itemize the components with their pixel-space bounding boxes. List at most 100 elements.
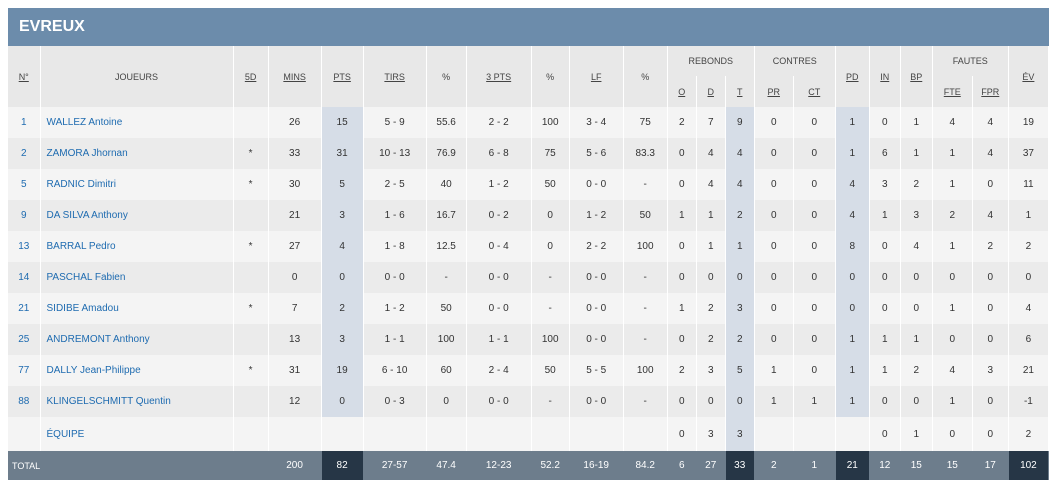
cell-t: 1 (725, 231, 755, 262)
cell-ct: 0 (793, 200, 836, 231)
cell-tirs-pct: - (426, 262, 467, 293)
cell-num[interactable]: 14 (8, 262, 41, 293)
cell-num[interactable]: 21 (8, 293, 41, 324)
cell-bp: 4 (900, 231, 933, 262)
col-3pts-header[interactable]: 3 PTS (466, 46, 532, 107)
col-ev-header[interactable]: ÉV (1008, 46, 1050, 107)
col-pd-header[interactable]: PD (835, 46, 870, 107)
cell-t: 2 (725, 200, 755, 231)
col-reb-d-header[interactable]: D (696, 76, 726, 107)
cell-fpr: 3 (972, 355, 1009, 386)
total-d: 27 (696, 451, 726, 480)
col-fpr-header[interactable]: FPR (972, 76, 1009, 107)
cell-ev: 2 (1008, 231, 1050, 262)
cell-starter: * (233, 293, 269, 324)
cell-bp: 1 (900, 138, 933, 169)
cell-t: 0 (725, 262, 755, 293)
col-lf-header[interactable]: LF (569, 46, 624, 107)
cell-mins: 26 (268, 107, 322, 138)
cell-ct: 0 (793, 262, 836, 293)
player-name-link[interactable]: SIDIBE Amadou (40, 293, 234, 324)
cell-d: 2 (696, 324, 726, 355)
col-ct-header[interactable]: CT (793, 76, 836, 107)
cell-in: 0 (869, 262, 901, 293)
total-fte: 15 (932, 451, 973, 480)
total-3pts: 12-23 (466, 451, 532, 480)
cell-fpr: 2 (972, 231, 1009, 262)
cell-o: 0 (667, 417, 697, 451)
cell-t: 9 (725, 107, 755, 138)
col-reb-t-header[interactable]: T (725, 76, 755, 107)
cell-pts: 2 (321, 293, 364, 324)
col-pr-header[interactable]: PR (754, 76, 794, 107)
total-in: 12 (869, 451, 901, 480)
total-3pts-pct: 52.2 (531, 451, 570, 480)
col-pts-header[interactable]: PTS (321, 46, 364, 107)
cell-pd: 0 (835, 293, 870, 324)
cell-num[interactable]: 77 (8, 355, 41, 386)
col-tirs-header[interactable]: TIRS (363, 46, 427, 107)
cell-fpr: 4 (972, 200, 1009, 231)
cell-pts: 5 (321, 169, 364, 200)
cell-lf: 0 - 0 (569, 386, 624, 417)
cell-num[interactable]: 13 (8, 231, 41, 262)
cell-tirs-pct: 0 (426, 386, 467, 417)
cell-tirs: 0 - 3 (363, 386, 427, 417)
cell-d: 1 (696, 231, 726, 262)
cell-num[interactable]: 88 (8, 386, 41, 417)
cell-mins: 21 (268, 200, 322, 231)
cell-mins: 12 (268, 386, 322, 417)
cell-num[interactable]: 2 (8, 138, 41, 169)
player-name-link[interactable]: PASCHAL Fabien (40, 262, 234, 293)
cell-pr: 0 (754, 200, 794, 231)
cell-fte: 0 (932, 262, 973, 293)
cell-ev: 1 (1008, 200, 1050, 231)
cell-o: 0 (667, 262, 697, 293)
cell-pr: 0 (754, 231, 794, 262)
player-name-link[interactable]: RADNIC Dimitri (40, 169, 234, 200)
cell-tirs-pct: 50 (426, 293, 467, 324)
cell-tirs-pct: 100 (426, 324, 467, 355)
cell-pr: 1 (754, 386, 794, 417)
cell-d: 0 (696, 386, 726, 417)
player-name-link[interactable]: WALLEZ Antoine (40, 107, 234, 138)
cell-num[interactable]: 25 (8, 324, 41, 355)
cell-d: 2 (696, 293, 726, 324)
cell-ct: 0 (793, 107, 836, 138)
col-reb-o-header[interactable]: O (667, 76, 697, 107)
col-in-header[interactable]: IN (869, 46, 901, 107)
player-name-link[interactable]: DA SILVA Anthony (40, 200, 234, 231)
player-name-link[interactable]: ZAMORA Jhornan (40, 138, 234, 169)
cell-lf-pct: 100 (623, 231, 668, 262)
cell-tirs: 5 - 9 (363, 107, 427, 138)
cell-num[interactable]: 9 (8, 200, 41, 231)
cell-in: 0 (869, 417, 901, 451)
cell-fpr: 0 (972, 293, 1009, 324)
col-mins-header[interactable]: MINS (268, 46, 322, 107)
table-row: 5 RADNIC Dimitri * 30 5 2 - 5 40 1 - 2 50 0 - 0-0… (8, 169, 1050, 200)
col-starter-header[interactable]: 5D (233, 46, 269, 107)
cell-lf-pct: - (623, 262, 668, 293)
col-num-header[interactable]: N° (8, 46, 41, 107)
cell-d: 3 (696, 417, 726, 451)
player-name-link[interactable]: KLINGELSCHMITT Quentin (40, 386, 234, 417)
cell-tirs: 1 - 2 (363, 293, 427, 324)
cell-3pts: 1 - 1 (466, 324, 532, 355)
cell-num[interactable]: 1 (8, 107, 41, 138)
cell-num[interactable]: 5 (8, 169, 41, 200)
player-name-link[interactable]: BARRAL Pedro (40, 231, 234, 262)
col-fte-header[interactable]: FTE (932, 76, 973, 107)
cell-d: 1 (696, 200, 726, 231)
player-name-link[interactable]: DALLY Jean-Philippe (40, 355, 234, 386)
total-t: 33 (725, 451, 755, 480)
cell-pd: 1 (835, 138, 870, 169)
cell-3pts: 0 - 2 (466, 200, 532, 231)
player-name-link[interactable]: ANDREMONT Anthony (40, 324, 234, 355)
cell-fpr: 4 (972, 107, 1009, 138)
cell-lf-pct: - (623, 293, 668, 324)
cell-o: 2 (667, 355, 697, 386)
cell-in: 3 (869, 169, 901, 200)
col-bp-header[interactable]: BP (900, 46, 933, 107)
player-rows: 1 WALLEZ Antoine 26 15 5 - 9 55.6 2 - 2 100 3 - … (8, 107, 1050, 417)
